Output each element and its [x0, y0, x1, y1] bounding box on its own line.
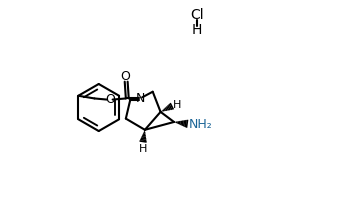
Text: O: O [120, 70, 130, 83]
Text: O: O [105, 93, 115, 106]
Text: NH₂: NH₂ [189, 118, 212, 131]
Text: Cl: Cl [190, 8, 204, 22]
Text: N: N [136, 92, 145, 105]
Text: H: H [192, 23, 202, 37]
Text: H: H [173, 100, 182, 110]
Text: H: H [139, 144, 147, 154]
